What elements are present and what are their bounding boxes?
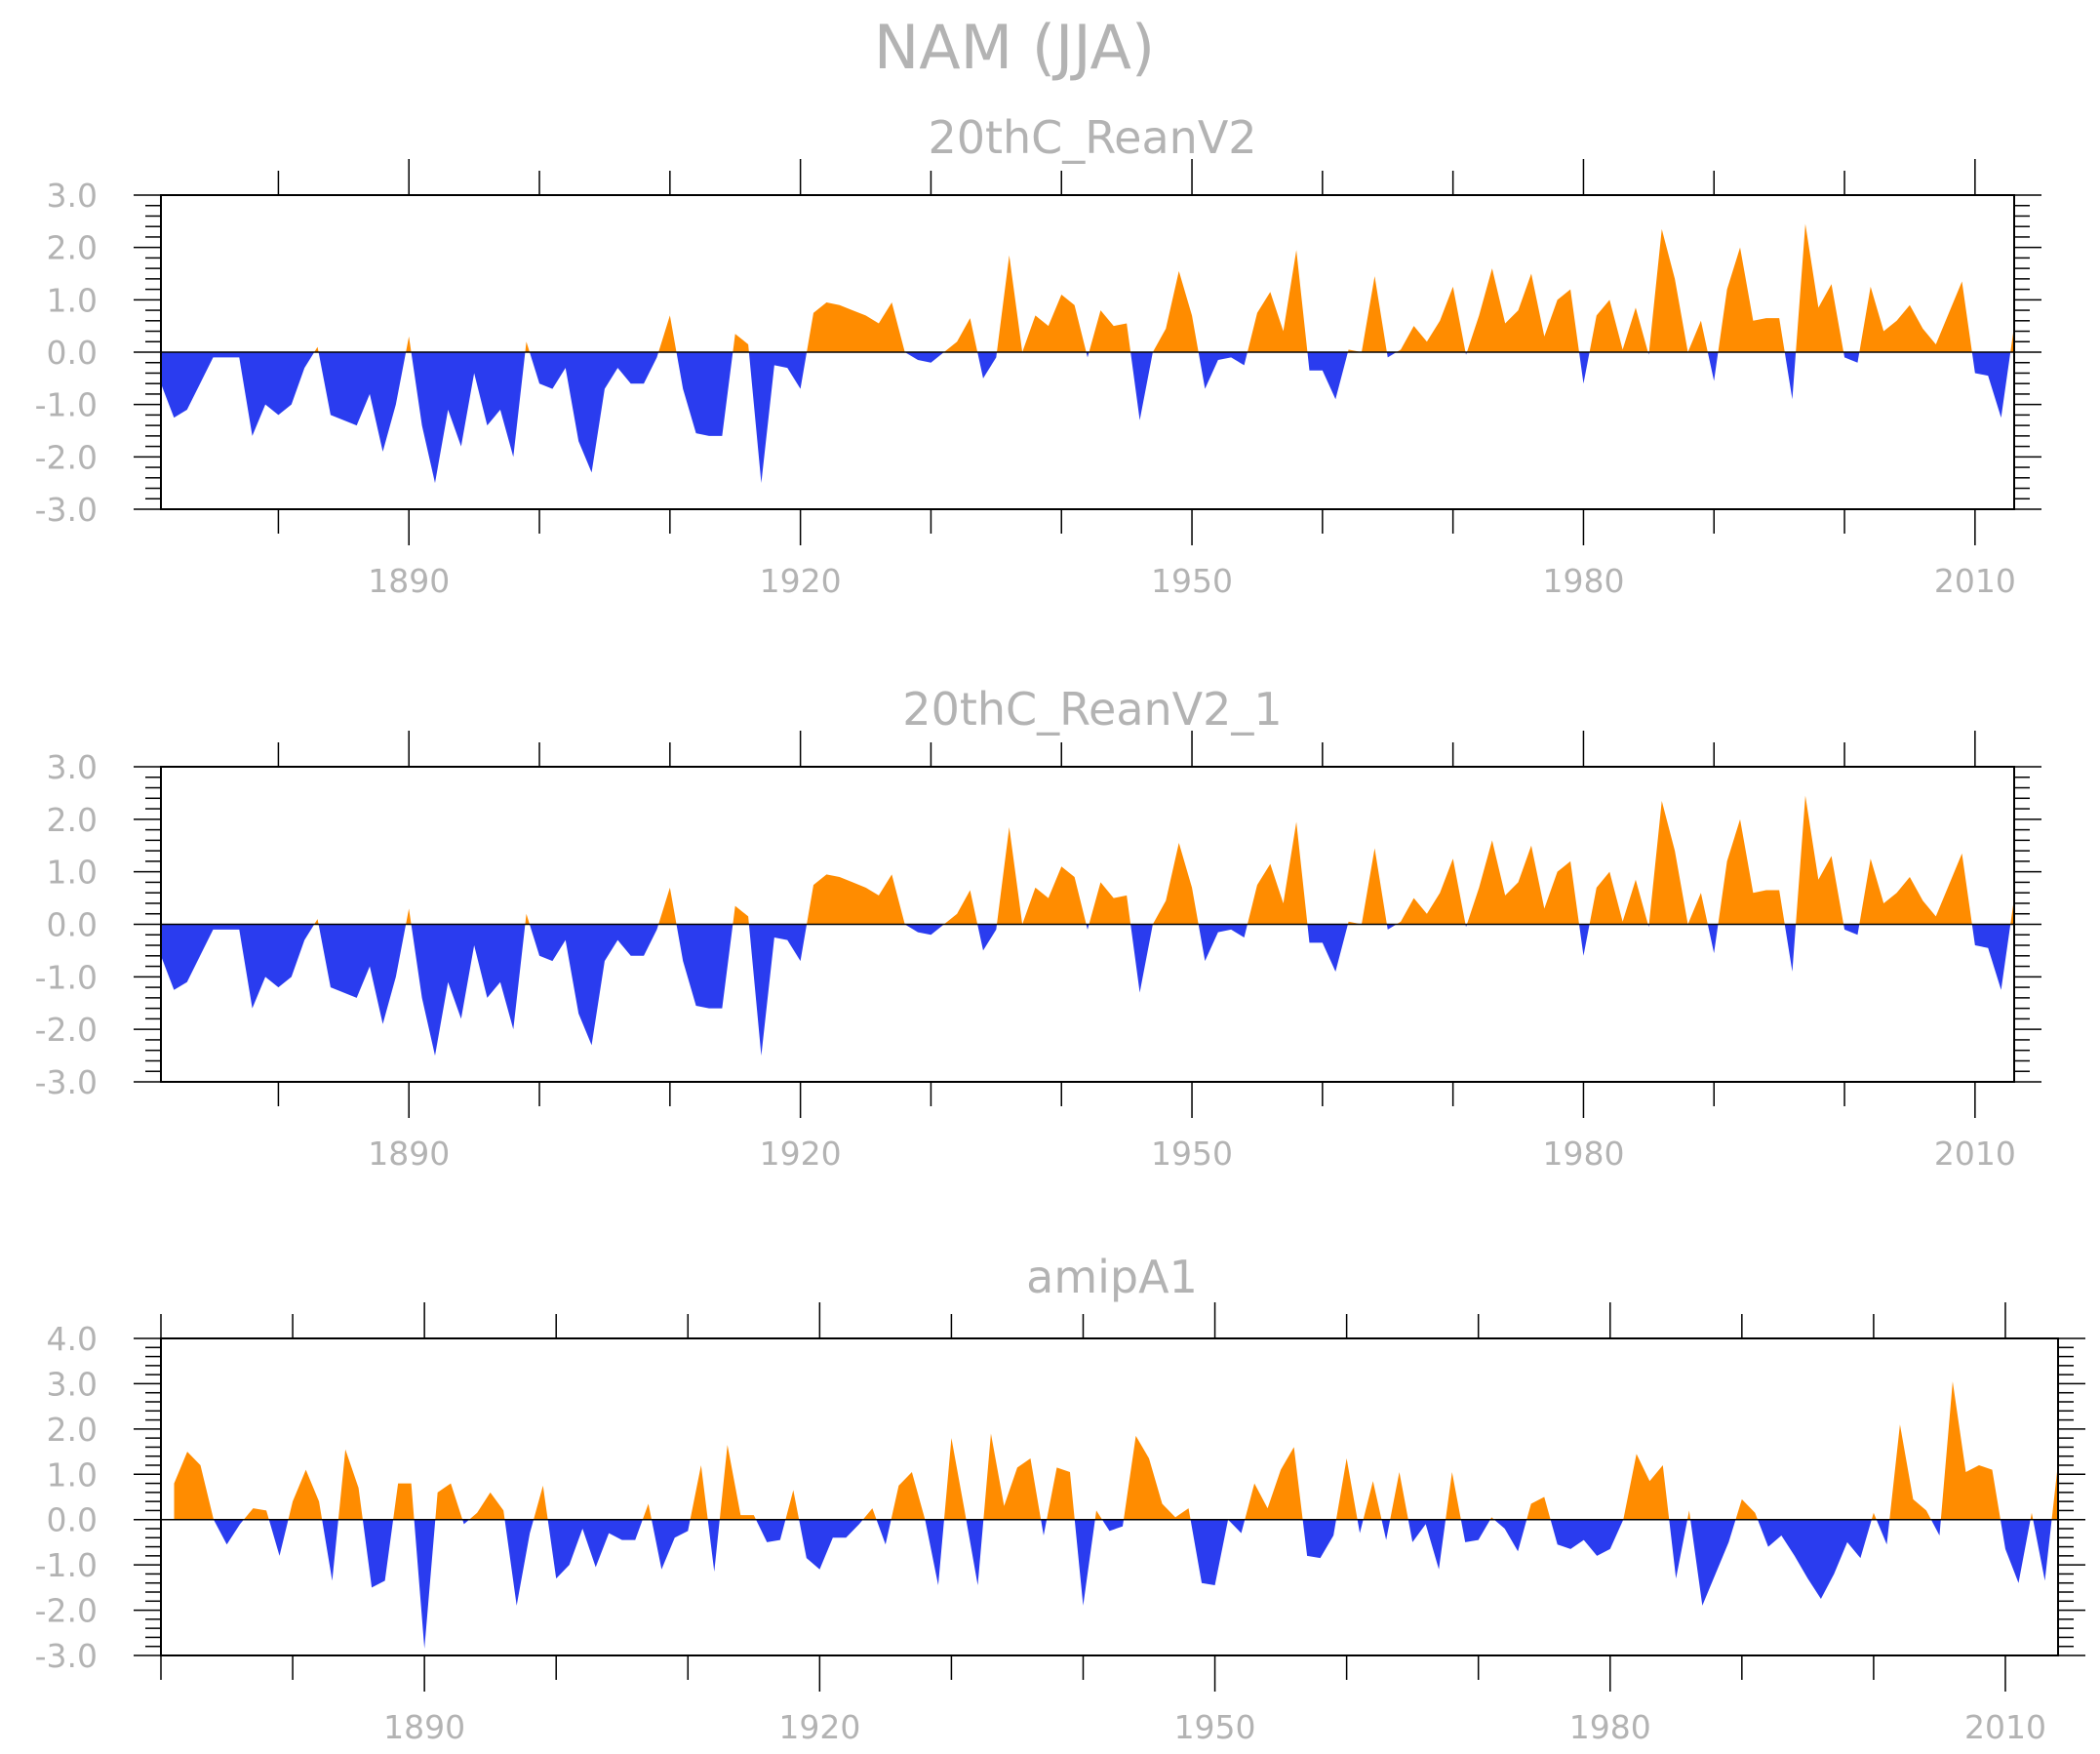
panel-title: amipA1 (1026, 1251, 1198, 1303)
x-tick-label: 1890 (383, 1708, 465, 1746)
y-tick-label: -1.0 (35, 958, 98, 996)
y-tick-label: -2.0 (35, 438, 98, 476)
panel-20thc-reanv2-1: 20thC_ReanV2_1 3.0 2.0 1.0 0.0 -1.0 -2.0 -3.0 1… (35, 683, 2041, 1173)
panel-20thc-reanv2: 20thC_ReanV2 3.0 2.0 1.0 0.0 -1.0 -2.0 -3.0 189… (35, 111, 2041, 600)
x-tick-label: 1950 (1151, 562, 1233, 600)
x-tick-label: 1980 (1542, 562, 1624, 600)
y-tick-label: 2.0 (47, 229, 98, 267)
y-tick-label: 2.0 (47, 1411, 98, 1449)
y-tick-label: -1.0 (35, 1546, 98, 1584)
series-area-negative (161, 352, 2014, 484)
y-tick-label: 2.0 (47, 801, 98, 839)
x-tick-label: 2010 (1964, 1708, 2046, 1746)
panel-title: 20thC_ReanV2_1 (902, 683, 1282, 736)
x-tick-label: 1920 (778, 1708, 860, 1746)
series-area-positive (161, 223, 2014, 352)
series-area-negative (161, 924, 2014, 1056)
x-tick-label: 1920 (760, 1135, 842, 1173)
x-tick-label: 1890 (368, 1135, 450, 1173)
y-tick-label: 3.0 (47, 748, 98, 786)
series-area-positive (174, 1381, 2058, 1520)
y-tick-label: 1.0 (47, 1455, 98, 1494)
plot-area: 3.0 2.0 1.0 0.0 -1.0 -2.0 -3.0 1890 1920 1950 1980… (35, 731, 2041, 1173)
plot-area: 4.0 3.0 2.0 1.0 0.0 -1.0 -2.0 -3.0 1890 1920 1950 1… (35, 1302, 2085, 1746)
panel-amipa1: amipA1 4.0 3.0 2.0 1.0 0.0 -1.0 -2.0 -3.0 1890 19… (35, 1251, 2085, 1746)
y-tick-label: -3.0 (35, 1637, 98, 1675)
y-tick-label: -2.0 (35, 1592, 98, 1630)
x-tick-label: 2010 (1934, 562, 2016, 600)
y-tick-label: 3.0 (47, 177, 98, 215)
x-tick-label: 1980 (1542, 1135, 1624, 1173)
y-tick-label: -1.0 (35, 386, 98, 424)
y-tick-label: -3.0 (35, 1063, 98, 1101)
y-tick-label: 0.0 (47, 906, 98, 944)
panel-title: 20thC_ReanV2 (928, 111, 1256, 164)
y-tick-label: -3.0 (35, 491, 98, 529)
y-tick-label: -2.0 (35, 1011, 98, 1049)
main-title: NAM (JJA) (874, 12, 1155, 83)
y-tick-label: 1.0 (47, 854, 98, 892)
x-tick-label: 2010 (1934, 1135, 2016, 1173)
y-tick-label: 0.0 (47, 334, 98, 372)
series-area-positive (161, 795, 2014, 925)
axis-frame (160, 1337, 2059, 1656)
x-tick-label: 1950 (1151, 1135, 1233, 1173)
y-tick-label: 4.0 (47, 1320, 98, 1358)
y-tick-label: 1.0 (47, 281, 98, 319)
x-tick-label: 1920 (760, 562, 842, 600)
x-tick-label: 1980 (1569, 1708, 1651, 1746)
y-tick-label: 3.0 (47, 1365, 98, 1403)
x-tick-label: 1950 (1174, 1708, 1256, 1746)
x-tick-label: 1890 (368, 562, 450, 600)
plot-area: 3.0 2.0 1.0 0.0 -1.0 -2.0 -3.0 1890 1920 1950 1980… (35, 159, 2041, 600)
y-tick-label: 0.0 (47, 1501, 98, 1539)
